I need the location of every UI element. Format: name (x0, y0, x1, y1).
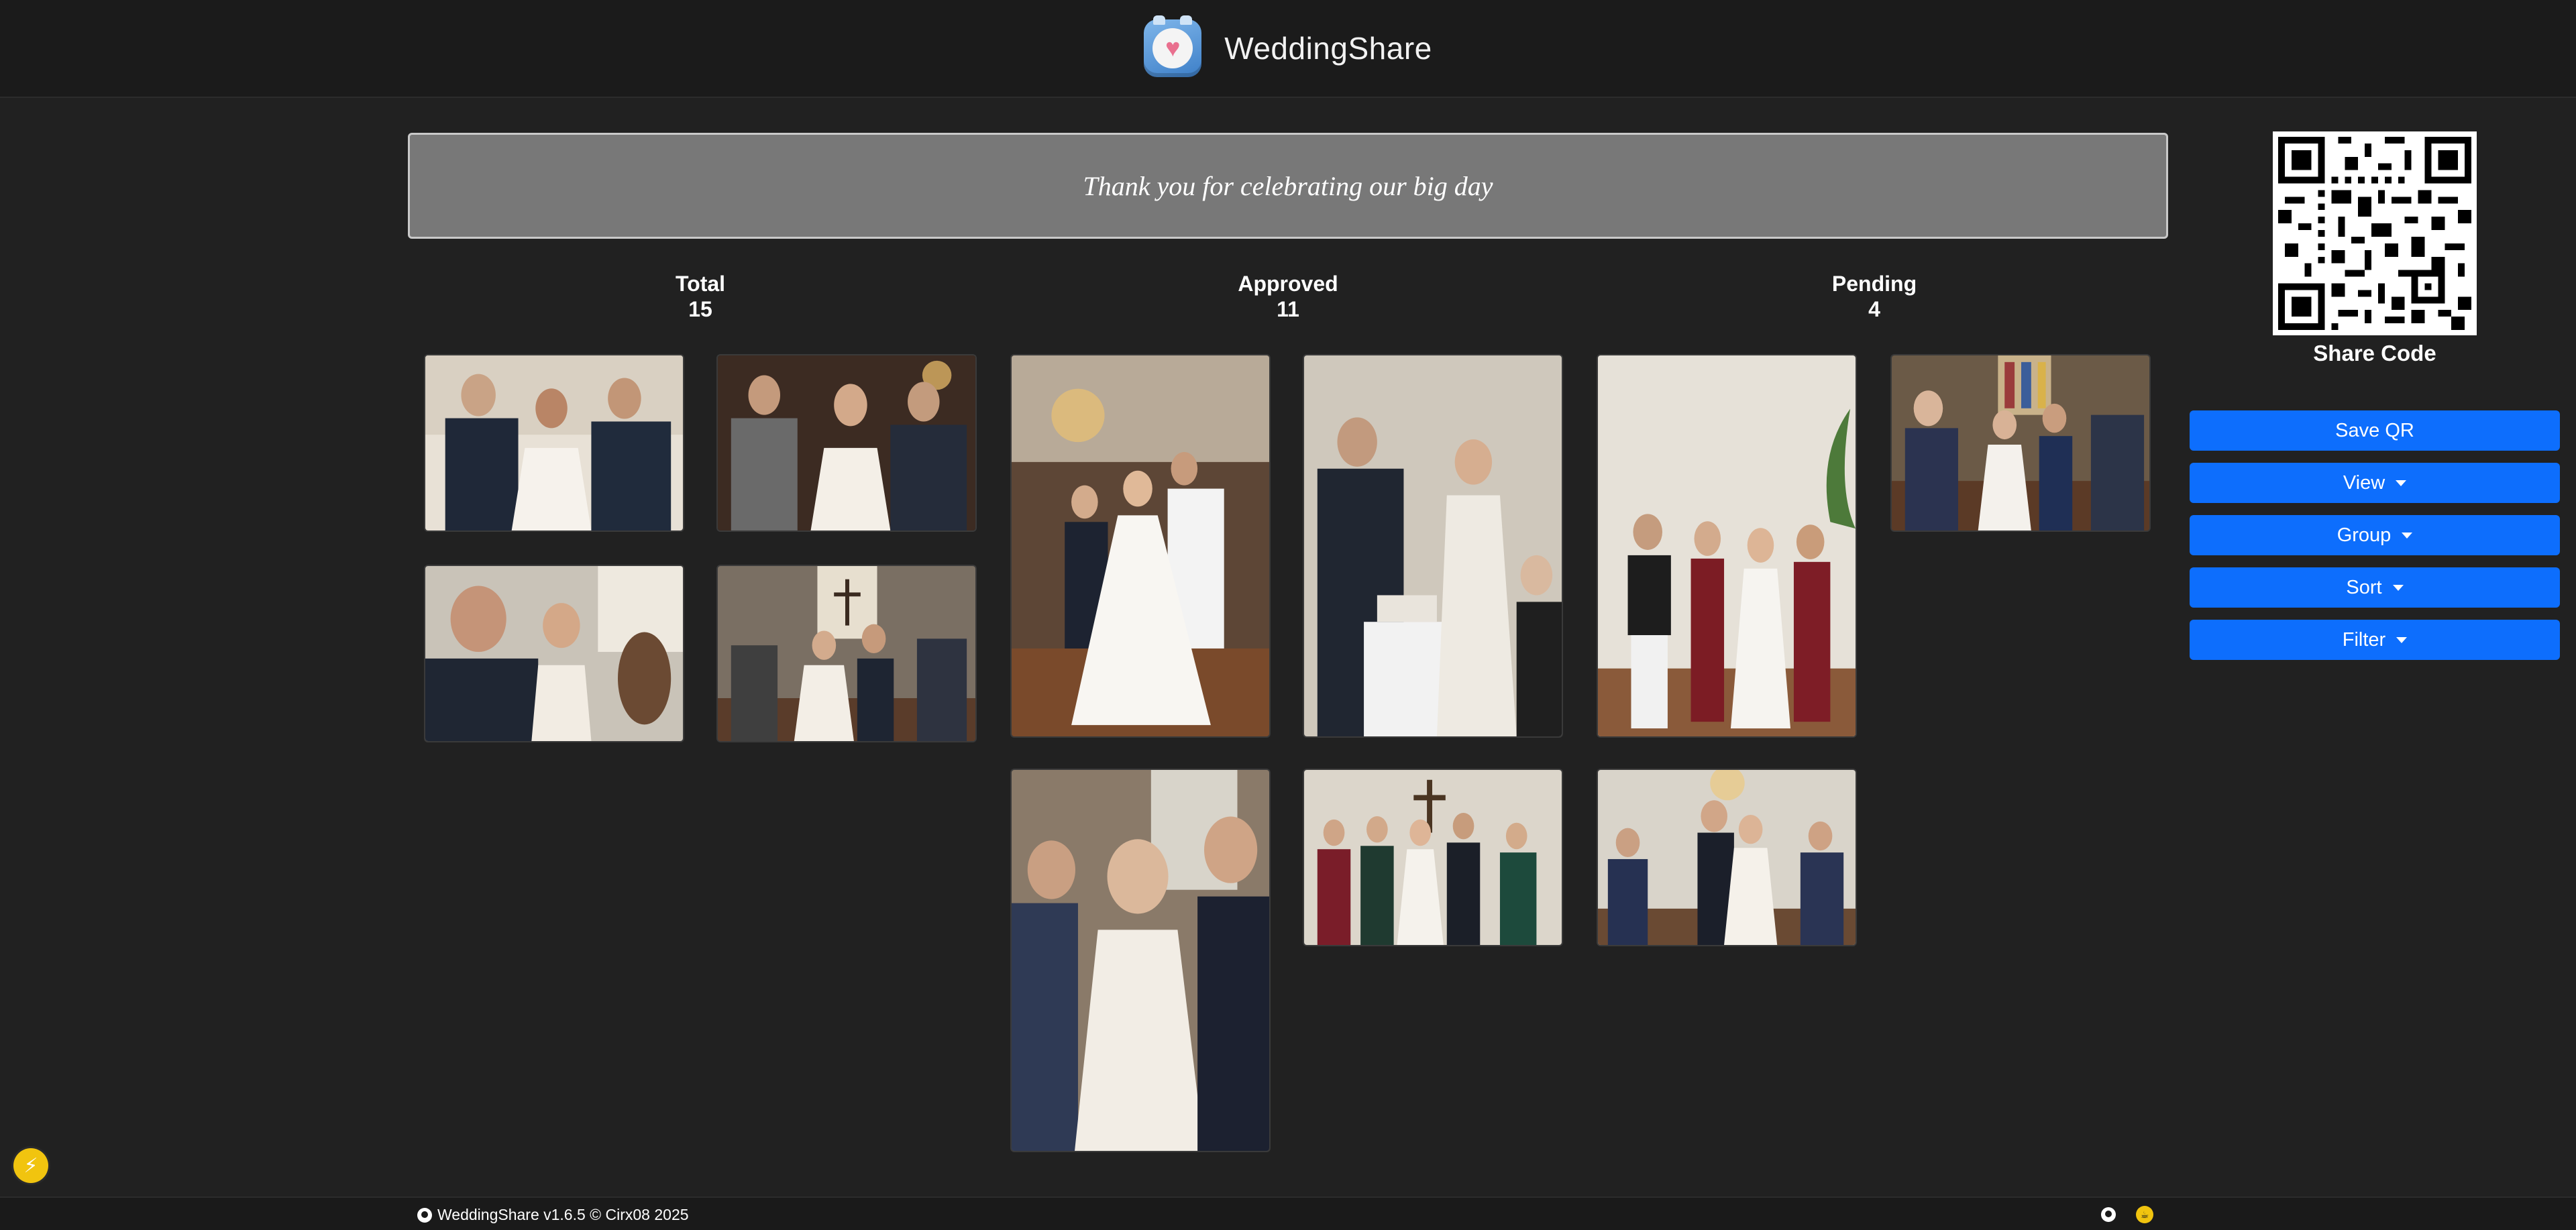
stat-total-label: Total (675, 272, 726, 296)
qr-code-svg (2278, 137, 2471, 330)
app-header: ♥ WeddingShare (0, 0, 2576, 98)
stat-pending: Pending 4 (1774, 271, 1975, 322)
group-label: Group (2337, 524, 2392, 546)
qr-code-icon[interactable] (2273, 131, 2477, 335)
gallery-photo[interactable] (424, 565, 684, 742)
sort-dropdown-button[interactable]: Sort (2190, 567, 2560, 608)
logo-face: ♥ (1152, 28, 1193, 68)
stat-total-value: 15 (688, 297, 712, 321)
gallery-photo[interactable] (1597, 769, 1857, 946)
filter-label: Filter (2342, 628, 2386, 651)
github-icon[interactable] (2101, 1207, 2116, 1222)
gallery-photo[interactable] (1303, 769, 1563, 946)
sort-label: Sort (2346, 576, 2382, 598)
chevron-down-icon (2396, 636, 2408, 643)
footer: WeddingShare v1.6.5 © Cirx08 2025 ☕ (0, 1196, 2576, 1230)
banner-text: Thank you for celebrating our big day (1083, 170, 1493, 201)
gallery-photo[interactable] (424, 354, 684, 532)
heart-camera-icon[interactable]: ♥ (1144, 15, 1202, 77)
gallery-photo[interactable] (1597, 354, 1857, 738)
filter-dropdown-button[interactable]: Filter (2190, 620, 2560, 660)
lightning-icon[interactable]: ⚡ (13, 1148, 48, 1183)
view-dropdown-button[interactable]: View (2190, 463, 2560, 503)
stat-pending-label: Pending (1831, 272, 1917, 296)
stat-approved: Approved 11 (1187, 271, 1389, 322)
group-dropdown-button[interactable]: Group (2190, 515, 2560, 555)
buy-me-a-coffee-icon[interactable]: ☕ (2136, 1206, 2153, 1223)
share-code-label: Share Code (2313, 341, 2436, 366)
footer-credits[interactable]: WeddingShare v1.6.5 © Cirx08 2025 (417, 1206, 689, 1224)
footer-text: WeddingShare v1.6.5 © Cirx08 2025 (437, 1206, 689, 1223)
chevron-down-icon (2402, 532, 2413, 539)
save-qr-button[interactable]: Save QR (2190, 410, 2560, 451)
app-title[interactable]: WeddingShare (1224, 31, 1432, 66)
gallery-photo[interactable] (1010, 354, 1271, 738)
footer-links: ☕ (2101, 1206, 2153, 1223)
chevron-down-icon (2396, 480, 2407, 486)
stat-approved-value: 11 (1277, 297, 1299, 321)
heart-icon: ♥ (1165, 34, 1181, 62)
save-qr-label: Save QR (2335, 419, 2414, 441)
gallery-photo[interactable] (1890, 354, 2151, 532)
gallery-photo[interactable] (716, 565, 977, 742)
gallery-photo[interactable] (1010, 769, 1271, 1152)
chevron-down-icon (2392, 584, 2404, 591)
view-label: View (2343, 471, 2385, 494)
gallery-photo[interactable] (1303, 354, 1563, 738)
stat-approved-label: Approved (1238, 272, 1338, 296)
welcome-banner: Thank you for celebrating our big day (408, 133, 2168, 239)
gallery-photo[interactable] (716, 354, 977, 532)
stat-total: Total 15 (600, 271, 801, 322)
github-icon (417, 1207, 432, 1223)
stat-pending-value: 4 (1868, 297, 1880, 321)
